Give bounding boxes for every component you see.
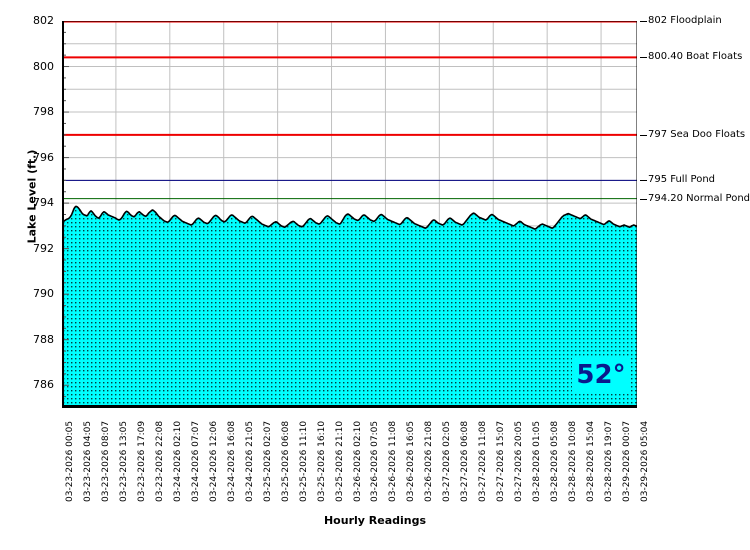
reference-label-2: 797 Sea Doo Floats	[648, 128, 746, 140]
x-axis-tick-label: 03-25-2026 06:08	[280, 420, 291, 502]
x-axis-tick-label: 03-27-2026 02:05	[442, 420, 453, 502]
x-axis-tick-label: 03-27-2026 06:08	[460, 420, 471, 502]
x-axis-tick-label: 03-27-2026 15:07	[496, 420, 507, 502]
x-axis-tick-label: 03-28-2026 19:07	[604, 420, 615, 502]
y-axis-tick-label: 788	[33, 332, 54, 346]
plot-area	[62, 21, 637, 408]
x-axis-tick-label: 03-23-2026 04:05	[82, 420, 93, 502]
x-axis-tick-label: 03-24-2026 02:10	[172, 420, 183, 502]
reference-label-1: 800.40 Boat Floats	[648, 51, 743, 63]
x-axis-tick-label: 03-23-2026 22:08	[154, 420, 165, 502]
x-axis-tick-label: 03-27-2026 20:05	[514, 420, 525, 502]
x-axis-tick-label: 03-28-2026 01:05	[532, 420, 543, 502]
x-axis-tick-label: 03-25-2026 16:10	[316, 420, 327, 502]
y-axis-tick-label: 796	[33, 150, 54, 164]
y-axis-tick-label: 794	[33, 196, 54, 210]
x-axis-tick-label: 03-25-2026 11:10	[298, 420, 309, 502]
x-axis-tick-label: 03-26-2026 21:08	[424, 420, 435, 502]
reference-lines	[62, 21, 637, 200]
y-axis-tick-label: 800	[33, 59, 54, 73]
x-axis-tick-label: 03-26-2026 02:10	[352, 420, 363, 502]
x-axis-tick-label: 03-24-2026 16:08	[226, 420, 237, 502]
x-axis-tick-label: 03-27-2026 11:08	[478, 420, 489, 502]
reference-label-3: 795 Full Pond	[648, 174, 716, 186]
x-axis-tick-label: 03-23-2026 08:07	[100, 420, 111, 502]
lake-level-outline	[62, 205, 637, 230]
reference-label-tick-1	[640, 57, 647, 59]
reference-label-0: 802 Floodplain	[648, 15, 722, 26]
lake-level-area-fill	[62, 206, 637, 408]
reference-label-tick-3	[640, 180, 647, 182]
x-axis-tick-label: 03-26-2026 07:05	[370, 420, 381, 502]
x-axis-tick-label: 03-24-2026 21:05	[244, 420, 255, 502]
reference-label-tick-4	[640, 198, 647, 200]
x-axis-tick-label: 03-26-2026 16:05	[406, 420, 417, 502]
y-axis-tick-label: 786	[33, 378, 54, 392]
x-axis-tick-label: 03-28-2026 15:04	[586, 420, 597, 502]
y-axis-tick-label: 802	[33, 14, 54, 27]
x-axis-tick-label: 03-29-2026 05:04	[640, 420, 650, 502]
x-axis-title: Hourly Readings	[323, 514, 427, 527]
reference-label-tick-2	[640, 134, 647, 136]
x-axis-tick-label: 03-26-2026 11:08	[388, 420, 399, 502]
x-axis-tick-label: 03-25-2026 21:10	[334, 420, 345, 502]
x-axis-tick-label: 03-29-2026 00:07	[622, 420, 633, 502]
lake-level-series	[62, 205, 637, 408]
y-axis-tick-label: 792	[33, 241, 54, 255]
x-axis-tick-label: 03-23-2026 00:05	[65, 420, 75, 502]
x-axis-tick-label: 03-23-2026 13:05	[118, 420, 129, 502]
reference-label-tick-0	[640, 21, 647, 22]
x-axis-tick-label: 03-24-2026 12:06	[208, 420, 219, 502]
lake-level-area-chart	[62, 21, 637, 408]
y-axis-tick-label: 790	[33, 287, 54, 301]
x-axis-tick-label: 03-28-2026 10:08	[568, 420, 579, 502]
temperature-badge: 52°	[572, 357, 630, 393]
x-axis-tick-label: 03-28-2026 05:08	[550, 420, 561, 502]
y-axis-tick-label: 798	[33, 105, 54, 119]
x-axis-tick-label: 03-25-2026 02:07	[262, 420, 273, 502]
x-axis-tick-label: 03-24-2026 07:07	[190, 420, 201, 502]
x-axis-tick-label: 03-23-2026 17:09	[136, 420, 147, 502]
reference-label-4: 794.20 Normal Pond	[648, 192, 750, 204]
